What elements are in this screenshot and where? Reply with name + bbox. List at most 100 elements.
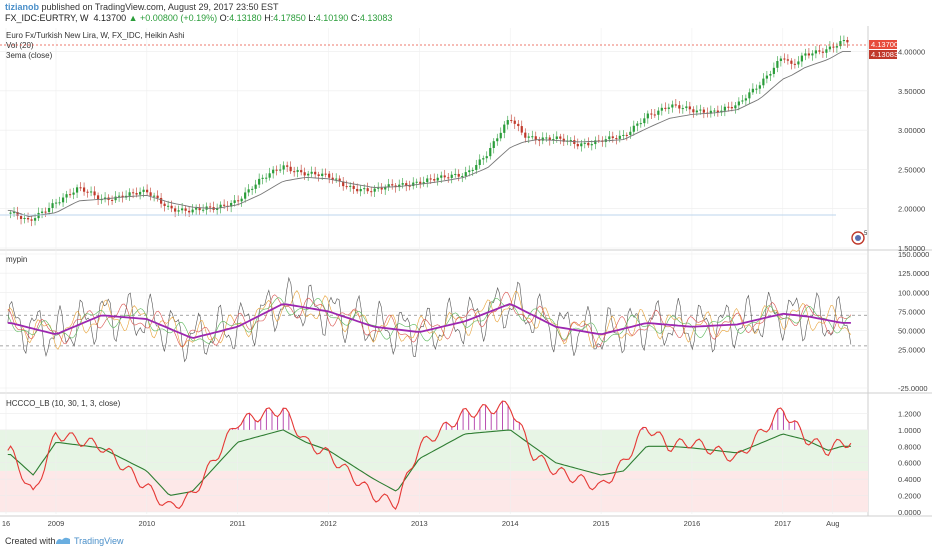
candle bbox=[219, 204, 222, 209]
candle bbox=[559, 136, 562, 139]
candle bbox=[678, 105, 681, 109]
candle bbox=[657, 110, 660, 115]
candle bbox=[562, 138, 565, 142]
mypin-signal-line bbox=[7, 303, 851, 339]
candle bbox=[110, 199, 114, 201]
candle bbox=[643, 118, 646, 124]
candle bbox=[825, 49, 828, 53]
candle bbox=[482, 158, 485, 160]
candle bbox=[184, 208, 187, 211]
svg-text:4.13700: 4.13700 bbox=[871, 40, 898, 49]
candle bbox=[23, 217, 26, 219]
candle bbox=[737, 101, 740, 106]
candle bbox=[478, 159, 481, 166]
events-flag-icon[interactable]: 5 bbox=[851, 231, 868, 245]
candle bbox=[26, 217, 30, 220]
y-tick-label: 50.0000 bbox=[898, 327, 925, 336]
price-change: +0.00800 (+0.19%) bbox=[140, 13, 218, 23]
candle bbox=[632, 125, 635, 132]
candle bbox=[233, 200, 236, 203]
candle bbox=[338, 178, 341, 182]
symbol-name[interactable]: FX_IDC:EURTRY, W bbox=[5, 13, 89, 23]
candle bbox=[506, 120, 509, 125]
y-tick-label: 0.0000 bbox=[898, 508, 921, 517]
created-with: Created with bbox=[5, 536, 56, 546]
open-label: O: bbox=[219, 13, 230, 23]
candle bbox=[814, 50, 817, 54]
y-tick-label: 2.50000 bbox=[898, 165, 925, 174]
candle bbox=[667, 107, 670, 109]
candle bbox=[247, 189, 250, 193]
candle bbox=[800, 55, 803, 62]
candle bbox=[300, 170, 303, 173]
candle bbox=[363, 188, 366, 190]
candle bbox=[408, 185, 411, 187]
candle bbox=[464, 172, 467, 176]
candle bbox=[664, 107, 667, 109]
candle bbox=[765, 75, 768, 79]
candle bbox=[594, 140, 597, 145]
candle bbox=[153, 195, 156, 197]
y-tick-label: 4.00000 bbox=[898, 48, 925, 57]
candle bbox=[121, 195, 124, 198]
candle bbox=[170, 205, 173, 209]
publish-line: tizianob published on TradingView.com, A… bbox=[5, 2, 279, 12]
candle bbox=[461, 175, 464, 177]
candle bbox=[135, 192, 138, 195]
candle bbox=[268, 173, 271, 178]
candle bbox=[587, 142, 590, 146]
candle bbox=[723, 106, 726, 111]
y-tick-label: 0.4000 bbox=[898, 475, 921, 484]
candle bbox=[552, 138, 555, 141]
candle bbox=[30, 219, 33, 221]
candle bbox=[254, 184, 257, 189]
chart-canvas[interactable]: 4.00000 3.50000 3.00000 2.50000 2.00000 1.500… bbox=[0, 26, 932, 532]
y-tick-label: 75.0000 bbox=[898, 307, 925, 316]
candle bbox=[727, 106, 730, 108]
tradingview-brand[interactable]: TradingView bbox=[74, 536, 124, 546]
candle bbox=[625, 134, 628, 136]
candle bbox=[202, 209, 205, 211]
hccco-signal-line bbox=[7, 429, 851, 496]
candle bbox=[769, 73, 772, 76]
candle bbox=[103, 197, 107, 200]
candle bbox=[307, 173, 310, 176]
low-label: L: bbox=[308, 13, 316, 23]
y-tick-label: 0.8000 bbox=[898, 442, 921, 451]
candle bbox=[650, 113, 653, 115]
candle bbox=[47, 207, 51, 212]
candle bbox=[114, 196, 117, 201]
candle bbox=[674, 104, 677, 106]
x-tick-label: 16 bbox=[2, 519, 10, 528]
candle bbox=[51, 203, 54, 208]
candle bbox=[380, 187, 383, 190]
candle bbox=[688, 106, 691, 110]
y-tick-label: 0.6000 bbox=[898, 459, 921, 468]
y-tick-label: 3.50000 bbox=[898, 87, 925, 96]
candle bbox=[471, 169, 474, 171]
candle bbox=[807, 53, 810, 56]
x-tick-label: 2009 bbox=[48, 519, 65, 528]
candle bbox=[555, 136, 558, 139]
candle bbox=[569, 140, 572, 142]
candle bbox=[195, 207, 198, 210]
candle bbox=[531, 136, 534, 138]
candle bbox=[142, 189, 145, 192]
candle bbox=[751, 88, 754, 93]
y-tick-label: 125.0000 bbox=[898, 269, 929, 278]
candle bbox=[79, 187, 82, 189]
author-link[interactable]: tizianob bbox=[5, 2, 39, 12]
candle bbox=[492, 141, 495, 148]
candle bbox=[629, 131, 632, 136]
candle bbox=[387, 184, 390, 188]
candle bbox=[240, 198, 243, 202]
candle bbox=[702, 109, 705, 113]
y-tick-label: 2.00000 bbox=[898, 205, 925, 214]
candle bbox=[72, 192, 75, 195]
candle bbox=[426, 178, 429, 183]
candle bbox=[513, 120, 516, 124]
candle bbox=[12, 212, 16, 214]
candle bbox=[790, 60, 793, 64]
candle bbox=[167, 205, 170, 207]
candle bbox=[618, 135, 621, 139]
